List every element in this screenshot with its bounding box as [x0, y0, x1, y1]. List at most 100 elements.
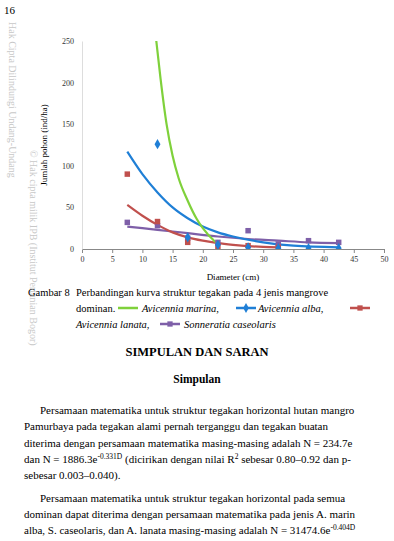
- x-tick: 35: [290, 249, 298, 264]
- text-run: -0.404D: [330, 523, 355, 532]
- x-tick-label: 20: [199, 255, 207, 264]
- x-tick-mark: [112, 249, 113, 253]
- legend-item: Avicennia lanata,: [75, 305, 370, 330]
- x-tick: 45: [350, 249, 358, 264]
- x-tick-mark: [384, 249, 385, 253]
- y-tick: 0: [70, 245, 82, 254]
- y-axis: 0 50 100 150 200 250: [62, 37, 83, 254]
- paragraph-line: Persamaan matematika untuk struktur tega…: [40, 492, 345, 504]
- data-point: [245, 242, 251, 249]
- text-run: Pamurbaya pada tegakan alami pernah terg…: [24, 420, 329, 432]
- data-point: [155, 139, 161, 149]
- paragraph-line: Persamaan matematika untuk struktur tega…: [40, 404, 355, 416]
- x-axis-line: [83, 250, 385, 254]
- paragraph-line: diterima dengan persamaan matematika mas…: [24, 437, 353, 449]
- x-tick-label: 15: [169, 255, 177, 264]
- chart: 0 5 10 15 20 25 30 35 40 45 50 0 50 100 150 200 250 Diame…: [39, 37, 389, 282]
- text-run: dan N = 1886.3e: [24, 453, 98, 465]
- x-tick-mark: [293, 249, 294, 253]
- x-tick-label: 25: [230, 255, 238, 264]
- legend-marker: [167, 321, 172, 326]
- y-tick: 50: [66, 203, 82, 212]
- text-run: Persamaan matematika untuk struktur tega…: [40, 404, 355, 416]
- paragraph-line: sebesar 0.003–0.040).: [24, 469, 121, 482]
- x-axis-title: Diameter (cm): [207, 272, 260, 282]
- x-tick-mark: [173, 249, 174, 253]
- x-tick-mark: [263, 249, 264, 253]
- data-point: [306, 243, 312, 249]
- y-tick-label: 250: [62, 37, 74, 46]
- y-tick: 250: [62, 37, 82, 46]
- text-run: sebesar 0.003–0.040).: [24, 469, 121, 482]
- x-tick: 5: [111, 249, 115, 264]
- legend-label: Avicennia lanata,: [75, 319, 150, 330]
- legend-label: Sonneratia caseolaris: [184, 319, 276, 330]
- data-point: [336, 243, 342, 249]
- text-run: alba, S. caseolaris, dan A. lanata masin…: [24, 524, 331, 536]
- data-point: [125, 220, 130, 225]
- text-run: -0.331D: [97, 452, 122, 461]
- x-tick-label: 30: [260, 255, 268, 264]
- legend-item: Avicennia marina,: [118, 303, 219, 314]
- x-tick: 40: [320, 249, 328, 264]
- x-tick-label: 50: [381, 255, 389, 264]
- fit-line: [127, 227, 338, 244]
- data-point: [185, 232, 191, 242]
- text-run: dominan dapat diterima dengan persamaan …: [24, 508, 356, 520]
- fit-line: [127, 152, 338, 248]
- x-tick-mark: [233, 249, 234, 253]
- y-tick-label: 50: [66, 203, 74, 212]
- caption-text: Perbandingan kurva struktur tegakan pada…: [76, 287, 329, 298]
- x-tick: 50: [381, 249, 389, 264]
- x-axis: 0 5 10 15 20 25 30 35 40 45 50: [81, 249, 389, 264]
- x-tick: 25: [230, 249, 238, 264]
- y-axis-line: [82, 42, 83, 250]
- x-tick-label: 35: [290, 255, 298, 264]
- y-axis-title: Jumlah pohon (ind/ha): [39, 104, 49, 186]
- x-tick: 15: [169, 249, 177, 264]
- x-tick: 0: [81, 249, 85, 264]
- y-tick-label: 0: [70, 245, 74, 254]
- x-tick-label: 40: [320, 255, 328, 264]
- text-run: (dicirikan dengan nilai R: [122, 453, 235, 466]
- caption-text: dominan.: [76, 303, 115, 314]
- y-tick: 100: [62, 162, 82, 171]
- x-tick-mark: [82, 249, 83, 253]
- legend-marker: [243, 303, 249, 313]
- data-point: [275, 243, 281, 249]
- page-number: 16: [4, 4, 16, 16]
- y-tick-label: 100: [62, 162, 74, 171]
- data-point: [155, 219, 160, 224]
- paragraph-line: alba, S. caseolaris, dan A. lanata masin…: [24, 523, 356, 536]
- caption-label: Gambar 8: [28, 287, 70, 298]
- y-tick-label: 150: [62, 120, 74, 129]
- legend-item: Sonneratia caseolaris: [160, 319, 276, 330]
- paragraph-line: Pamurbaya pada tegakan alami pernah terg…: [24, 420, 329, 432]
- legend-label: Avicennia marina,: [141, 303, 219, 314]
- paragraph-line: dominan dapat diterima dengan persamaan …: [24, 508, 356, 520]
- x-tick: 10: [139, 249, 147, 264]
- text-run: diterima dengan persamaan matematika mas…: [24, 437, 353, 449]
- data-point: [215, 240, 221, 249]
- page: 16 Hak Cipta Dilindungi Undang-Undang © Ha…: [0, 0, 394, 541]
- data-point: [245, 228, 250, 233]
- x-tick: 20: [199, 249, 207, 264]
- text-run: sebesar 0.80–0.92 dan p-: [238, 453, 351, 465]
- legend-swatch: [118, 307, 138, 310]
- y-tick-label: 200: [62, 79, 74, 88]
- plot-area: [125, 41, 342, 249]
- watermark: Hak Cipta Dilindungi Undang-Undang: [7, 22, 18, 178]
- x-tick-label: 10: [139, 255, 147, 264]
- data-point: [306, 238, 311, 243]
- paragraph-line: dan N = 1886.3e-0.331D​ (dicirikan denga…: [24, 452, 351, 466]
- x-tick: 30: [260, 249, 268, 264]
- legend-item: Avicennia alba,: [236, 303, 323, 314]
- text-run: Persamaan matematika untuk struktur tega…: [40, 492, 345, 504]
- y-tick: 150: [62, 120, 82, 129]
- watermark: © Hak cipta milik IPB (Institut Pertania…: [27, 150, 39, 346]
- x-tick-mark: [324, 249, 325, 253]
- x-tick-mark: [142, 249, 143, 253]
- x-tick-label: 0: [81, 255, 85, 264]
- legend-label: Avicennia alba,: [257, 303, 323, 314]
- legend-marker: [357, 305, 362, 310]
